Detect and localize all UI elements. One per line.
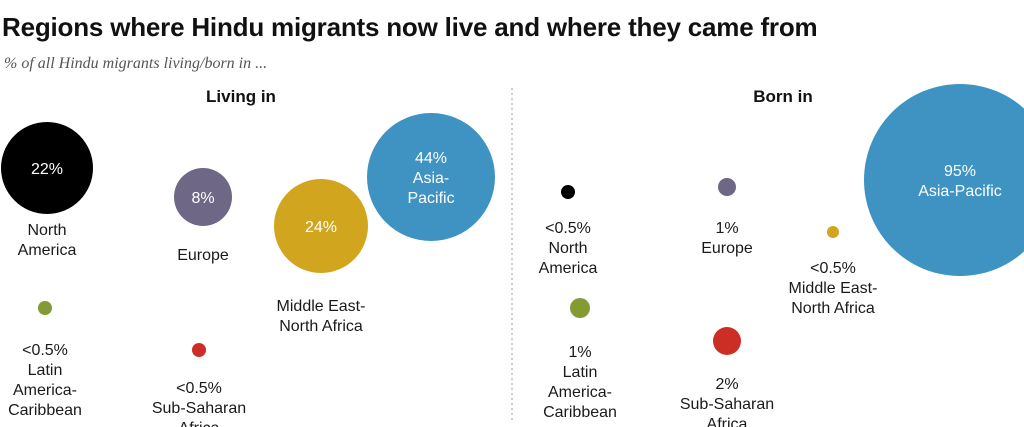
region-label-europe: Europe [701, 240, 753, 257]
value-label-sub-saharan-africa: <0.5% [176, 380, 222, 397]
bubble-sub-saharan-africa [713, 327, 741, 355]
bubble-europe [718, 178, 736, 196]
panel-living-in: Living in 22% North America 8% Europe 24% Middl… [1, 87, 495, 427]
bubble-north-america [1, 122, 93, 214]
region-label-asia-pacific: Asia- [413, 170, 449, 187]
bubble-europe [174, 168, 232, 226]
value-label-middle-east-north-africa: 24% [305, 219, 337, 236]
chart-title: Regions where Hindu migrants now live an… [2, 12, 818, 42]
region-label-europe: Europe [177, 247, 229, 264]
region-label-sub-saharan-africa: Africa [179, 420, 220, 427]
value-label-middle-east-north-africa: <0.5% [810, 260, 856, 277]
region-label-sub-saharan-africa: Sub-Saharan [680, 396, 774, 413]
bubble-middle-east-north-africa [274, 179, 368, 273]
region-label-latin-america-caribbean: Caribbean [8, 402, 82, 419]
region-label-north-america: North [548, 240, 587, 257]
region-label-sub-saharan-africa: Sub-Saharan [152, 400, 246, 417]
region-label-latin-america-caribbean: America- [548, 384, 612, 401]
region-label-latin-america-caribbean: America- [13, 382, 77, 399]
region-label-asia-pacific: Asia-Pacific [918, 183, 1002, 200]
region-label-latin-america-caribbean: Latin [28, 362, 63, 379]
bubble-middle-east-north-africa [827, 226, 839, 238]
value-label-north-america: 22% [31, 161, 63, 178]
bubble-north-america [561, 185, 575, 199]
bubble-latin-america-caribbean [570, 298, 590, 318]
region-label-latin-america-caribbean: Latin [563, 364, 598, 381]
region-label-sub-saharan-africa: Africa [707, 416, 748, 427]
chart-subtitle: % of all Hindu migrants living/born in .… [4, 55, 268, 72]
bubble-latin-america-caribbean [38, 301, 52, 315]
bubble-sub-saharan-africa [192, 343, 206, 357]
value-label-sub-saharan-africa: 2% [715, 376, 738, 393]
region-label-north-america: North [27, 222, 66, 239]
region-label-middle-east-north-africa: North Africa [791, 300, 875, 317]
region-label-middle-east-north-africa: Middle East- [789, 280, 878, 297]
value-label-asia-pacific: 44% [415, 150, 447, 167]
region-label-middle-east-north-africa: North Africa [279, 318, 363, 335]
region-label-north-america: America [539, 260, 598, 277]
region-label-latin-america-caribbean: Caribbean [543, 404, 617, 421]
panel-born-in: Born in <0.5% North America 1% Europe <0.5% Mid… [539, 84, 1024, 427]
value-label-latin-america-caribbean: 1% [568, 344, 591, 361]
value-label-europe: 1% [715, 220, 738, 237]
region-label-north-america: America [18, 242, 77, 259]
value-label-europe: 8% [191, 190, 214, 207]
region-label-asia-pacific: Pacific [407, 190, 454, 207]
panel-title: Living in [206, 87, 276, 106]
value-label-latin-america-caribbean: <0.5% [22, 342, 68, 359]
value-label-asia-pacific: 95% [944, 163, 976, 180]
region-label-middle-east-north-africa: Middle East- [277, 298, 366, 315]
bubble-asia-pacific [864, 84, 1024, 276]
panel-title: Born in [753, 87, 813, 106]
value-label-north-america: <0.5% [545, 220, 591, 237]
bubble-asia-pacific [367, 113, 495, 241]
